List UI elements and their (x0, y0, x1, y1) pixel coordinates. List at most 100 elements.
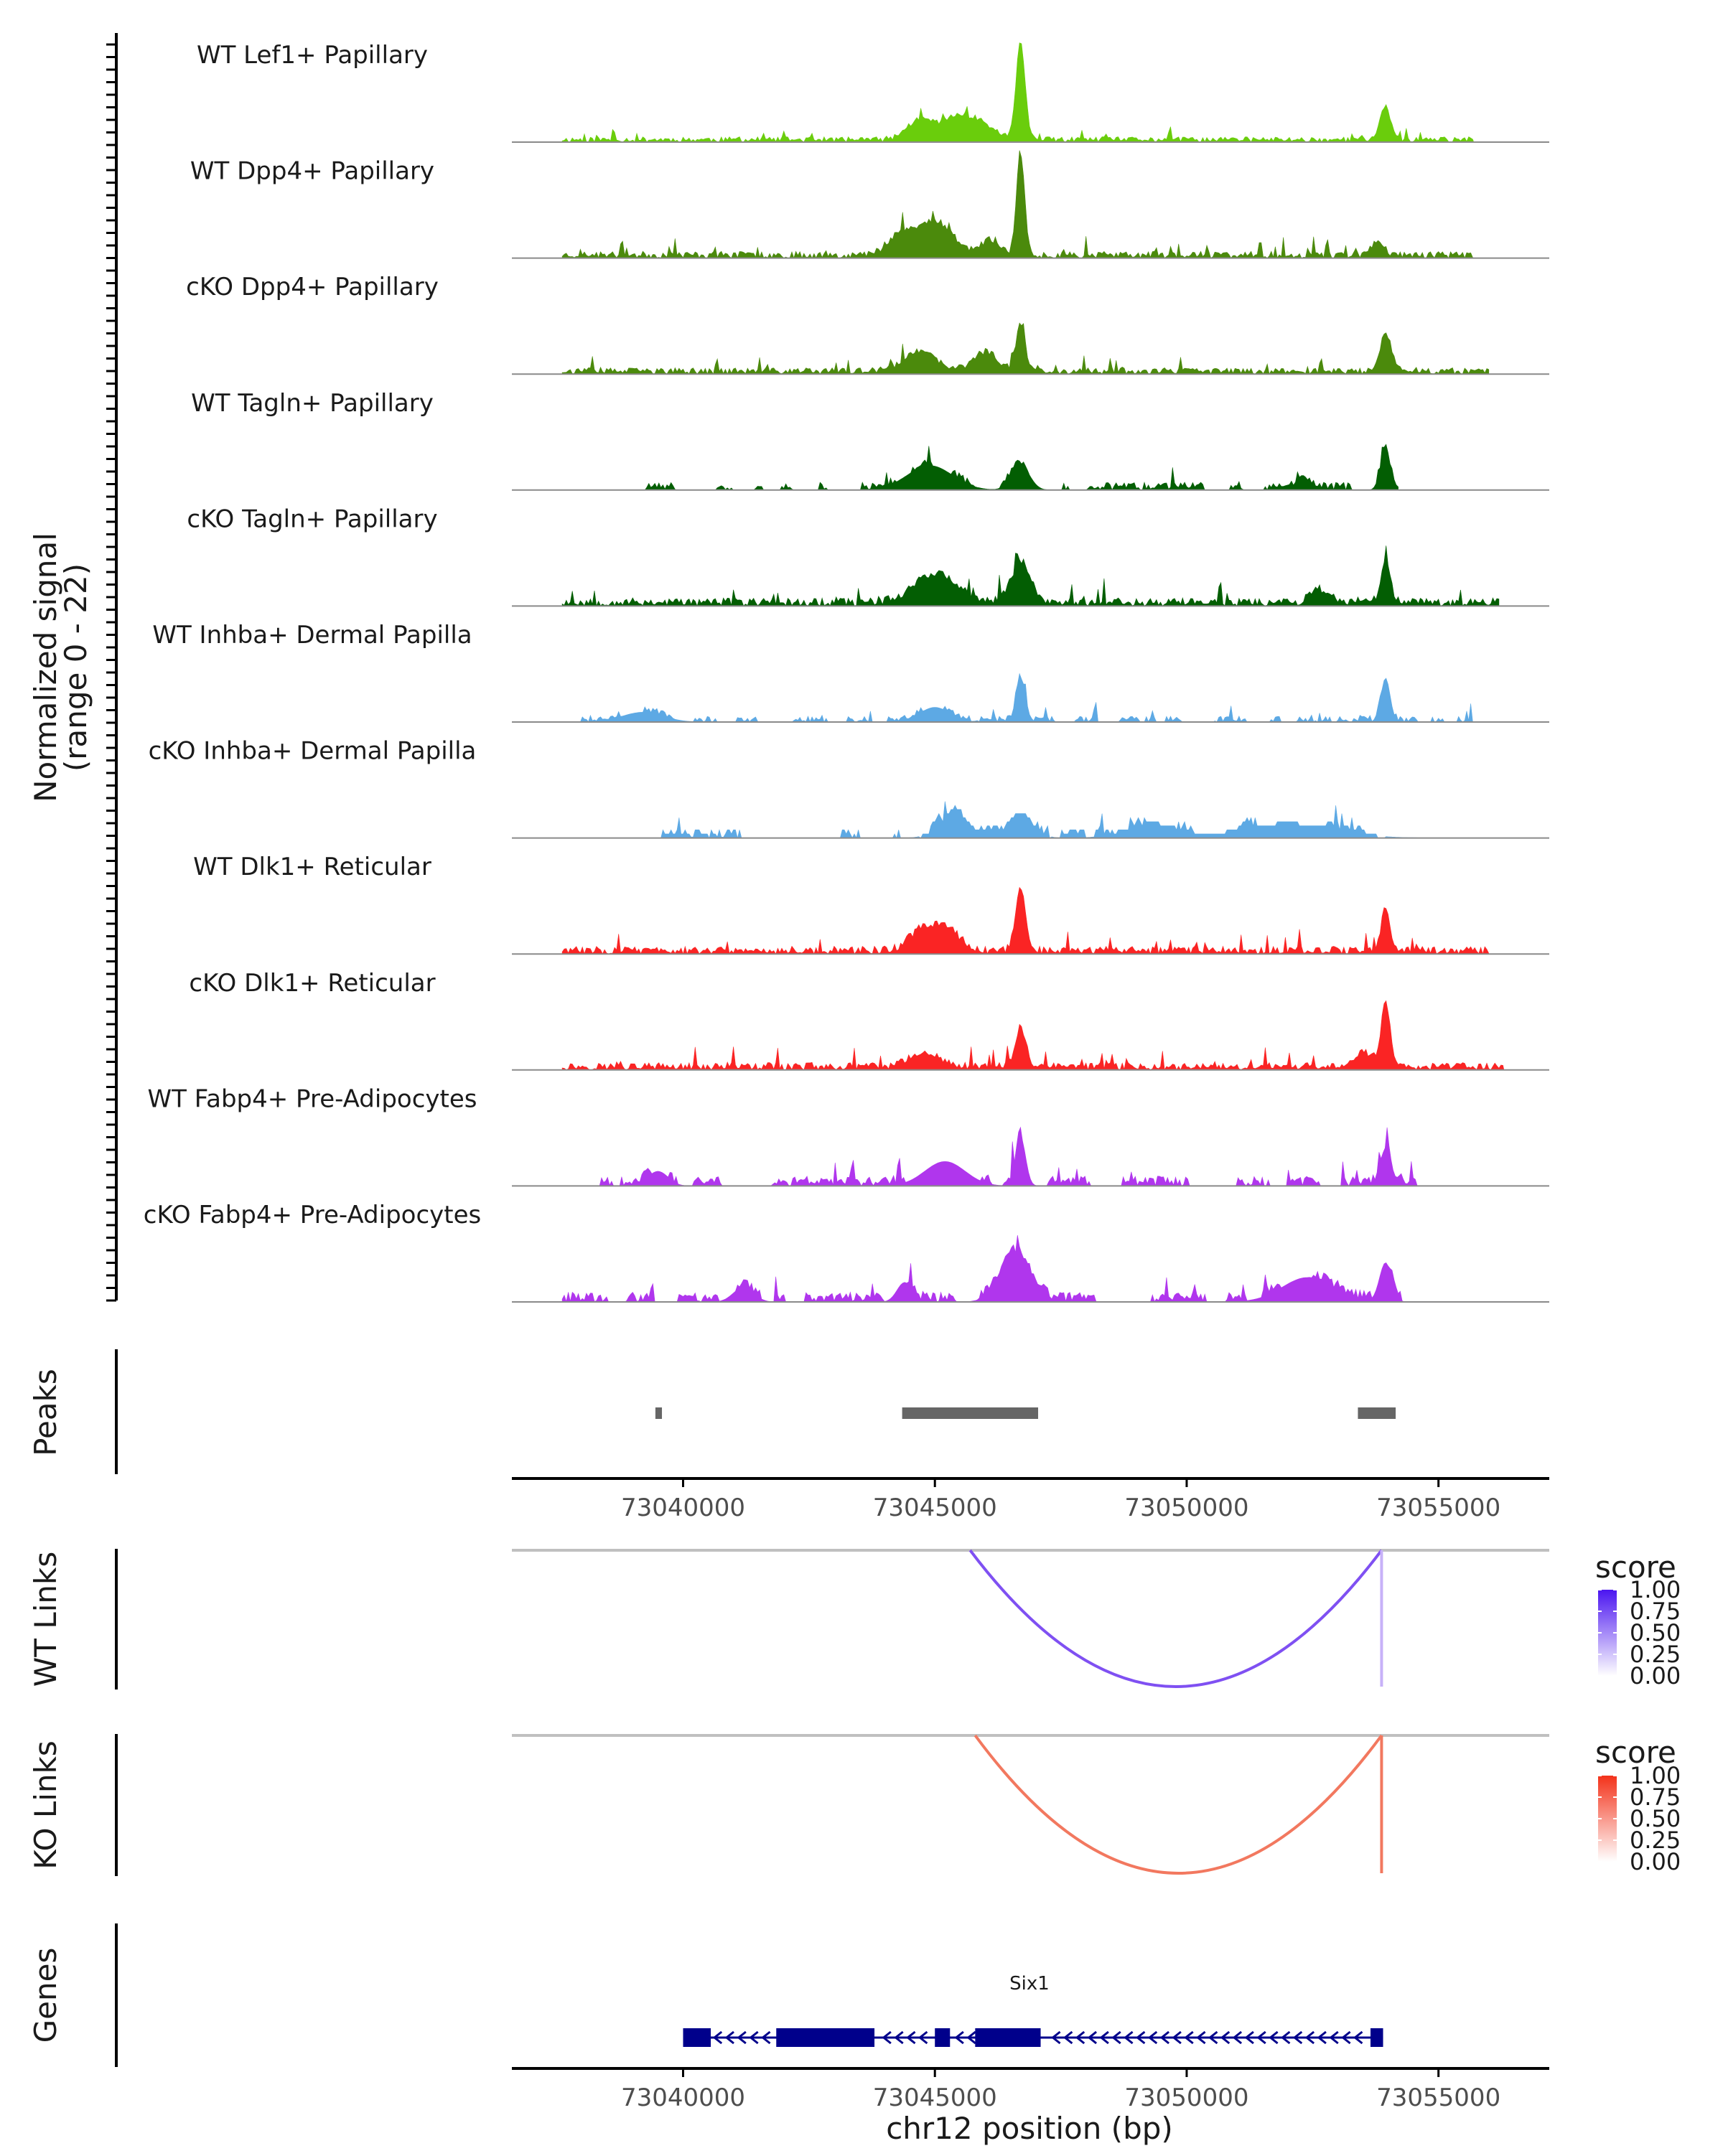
gene-strand-arrow (1353, 2030, 1363, 2045)
gene-strand-arrow (1147, 2030, 1158, 2045)
track-label-cko-fabp4-pre-adipocytes: cKO Fabp4+ Pre-Adipocytes (144, 1201, 482, 1229)
track-label-wt-inhba-dermal-papilla: WT Inhba+ Dermal Papilla (152, 621, 472, 650)
gene-exon-1 (683, 2028, 711, 2047)
coverage-ylabel-line1: Normalized signal (28, 533, 63, 802)
coverage-axis-ticks (106, 43, 116, 1302)
gene-strand-arrow (1124, 2030, 1134, 2045)
coverage-track-cko-dpp4-papillary: cKO Dpp4+ Papillary (186, 273, 1549, 375)
gene-strand-arrow (1269, 2030, 1279, 2045)
gene-strand-arrow (1159, 2030, 1170, 2045)
legend-tick-label: 0.25 (1630, 1827, 1681, 1854)
gene-exon-3 (935, 2028, 951, 2047)
track-label-wt-dpp4-papillary: WT Dpp4+ Papillary (190, 157, 434, 186)
track-label-wt-fabp4-pre-adipocytes: WT Fabp4+ Pre-Adipocytes (148, 1084, 477, 1113)
gene-strand-arrow (1341, 2030, 1351, 2045)
gene-strand-arrow (1317, 2030, 1327, 2045)
gene-strand-arrow (749, 2030, 759, 2045)
coverage-track-cko-dlk1-reticular: cKO Dlk1+ Reticular (189, 969, 1549, 1071)
peaks-track-label: Peaks (28, 1369, 63, 1456)
track-label-cko-dlk1-reticular: cKO Dlk1+ Reticular (189, 969, 435, 998)
gene-strand-arrow (1075, 2030, 1085, 2045)
peak-region-1 (655, 1407, 663, 1419)
x-axis-title: chr12 position (bp) (886, 2111, 1173, 2146)
links-track-label: KO Links (28, 1740, 63, 1870)
link-arc (973, 1734, 1383, 1875)
coverage-area-wt-dpp4-papillary (561, 150, 1475, 259)
coverage-area-wt-fabp4-pre-adipocytes (587, 1126, 1479, 1186)
gene-strand-arrow (1136, 2030, 1146, 2045)
gene-exon-4 (975, 2028, 1041, 2047)
x-tick-label: 73045000 (873, 1494, 997, 1522)
peak-regions (655, 1407, 1396, 1419)
gene-strand-arrow (1051, 2030, 1061, 2045)
gene-exon-2 (776, 2028, 875, 2047)
coverage-area-cko-fabp4-pre-adipocytes (561, 1234, 1439, 1303)
peak-region-3 (1358, 1407, 1396, 1419)
legend-tick-label: 0.50 (1630, 1805, 1681, 1832)
peaks-x-ticks: 73040000 73045000 73050000 73055000 (621, 1478, 1500, 1522)
coverage-track-wt-inhba-dermal-papilla: WT Inhba+ Dermal Papilla (152, 621, 1549, 723)
coverage-track-cko-tagln-papillary: cKO Tagln+ Papillary (187, 505, 1549, 607)
coverage-area-cko-dlk1-reticular (561, 1000, 1505, 1071)
legend-tick-label: 1.00 (1630, 1762, 1681, 1789)
gene-strand-arrow (737, 2030, 747, 2045)
gene-strand-arrow (724, 2030, 734, 2045)
genes-x-ticks: 73040000 73045000 73050000 73055000 (621, 2068, 1500, 2112)
peaks-panel: Peaks 73040000 73045000 73050000 73055000 (28, 1349, 1549, 1522)
gene-strand-arrow (1208, 2030, 1218, 2045)
coverage-area-cko-inhba-dermal-papilla (653, 801, 1459, 839)
x-tick-label: 73050000 (1124, 2084, 1248, 2112)
gene-strand-arrow (1184, 2030, 1194, 2045)
gene-strand-arrow (1292, 2030, 1303, 2045)
x-tick-label: 73045000 (873, 2084, 997, 2112)
gene-strand-arrow (906, 2030, 916, 2045)
coverage-area-cko-tagln-papillary (561, 545, 1500, 607)
legend-tick-label: 1.00 (1630, 1576, 1681, 1603)
coverage-area-cko-dpp4-papillary (561, 322, 1490, 375)
x-tick-label: 73040000 (621, 2084, 745, 2112)
gene-strand-arrow (1281, 2030, 1291, 2045)
gene-model-six1 (683, 2028, 1383, 2047)
coverage-track-wt-dlk1-reticular: WT Dlk1+ Reticular (193, 853, 1549, 955)
coverage-area-wt-lef1-papillary (561, 42, 1475, 143)
link-arc (968, 1549, 1383, 1688)
gene-strand-arrow (917, 2030, 928, 2045)
gene-strand-arrow (1196, 2030, 1206, 2045)
coverage-track-wt-dpp4-papillary: WT Dpp4+ Papillary (190, 150, 1549, 259)
gene-strand-arrow (712, 2030, 723, 2045)
gene-name-label: Six1 (1009, 1973, 1050, 1995)
coverage-tracks: WT Lef1+ Papillary WT Dpp4+ Papillary cKO … (144, 41, 1549, 1303)
legend-tick-label: 0.50 (1630, 1619, 1681, 1646)
x-tick-label: 73055000 (1376, 2084, 1500, 2112)
gene-strand-arrow (1256, 2030, 1266, 2045)
coverage-area-wt-inhba-dermal-papilla (562, 672, 1499, 723)
links-track-label: WT Links (28, 1552, 63, 1687)
gene-strand-arrow (761, 2030, 771, 2045)
coverage-track-wt-lef1-papillary: WT Lef1+ Papillary (197, 41, 1549, 143)
gene-strand-arrow (966, 2030, 976, 2045)
track-label-wt-lef1-papillary: WT Lef1+ Papillary (197, 41, 428, 70)
legend-title: score (1595, 1550, 1676, 1585)
track-label-wt-tagln-papillary: WT Tagln+ Papillary (191, 389, 434, 418)
gene-strand-arrow (1329, 2030, 1339, 2045)
coverage-track-cko-fabp4-pre-adipocytes: cKO Fabp4+ Pre-Adipocytes (144, 1201, 1549, 1303)
gene-strand-arrow (1220, 2030, 1231, 2045)
track-label-cko-dpp4-papillary: cKO Dpp4+ Papillary (186, 273, 439, 301)
genes-track-label: Genes (28, 1948, 63, 2043)
legend-tick-label: 0.25 (1630, 1641, 1681, 1668)
coverage-track-wt-tagln-papillary: WT Tagln+ Papillary (191, 389, 1549, 491)
gene-strand-arrow (1099, 2030, 1109, 2045)
coverage-track-wt-fabp4-pre-adipocytes: WT Fabp4+ Pre-Adipocytes (148, 1084, 1549, 1187)
gene-strand-arrow (1111, 2030, 1121, 2045)
gene-strand-arrow (1063, 2030, 1073, 2045)
legend-tick-label: 0.00 (1630, 1848, 1681, 1875)
x-tick-label: 73040000 (621, 1494, 745, 1522)
coverage-y-axis: Normalized signal (range 0 - 22) (28, 33, 118, 1302)
x-tick-label: 73055000 (1376, 1494, 1500, 1522)
coverage-area-wt-tagln-papillary (572, 444, 1399, 491)
